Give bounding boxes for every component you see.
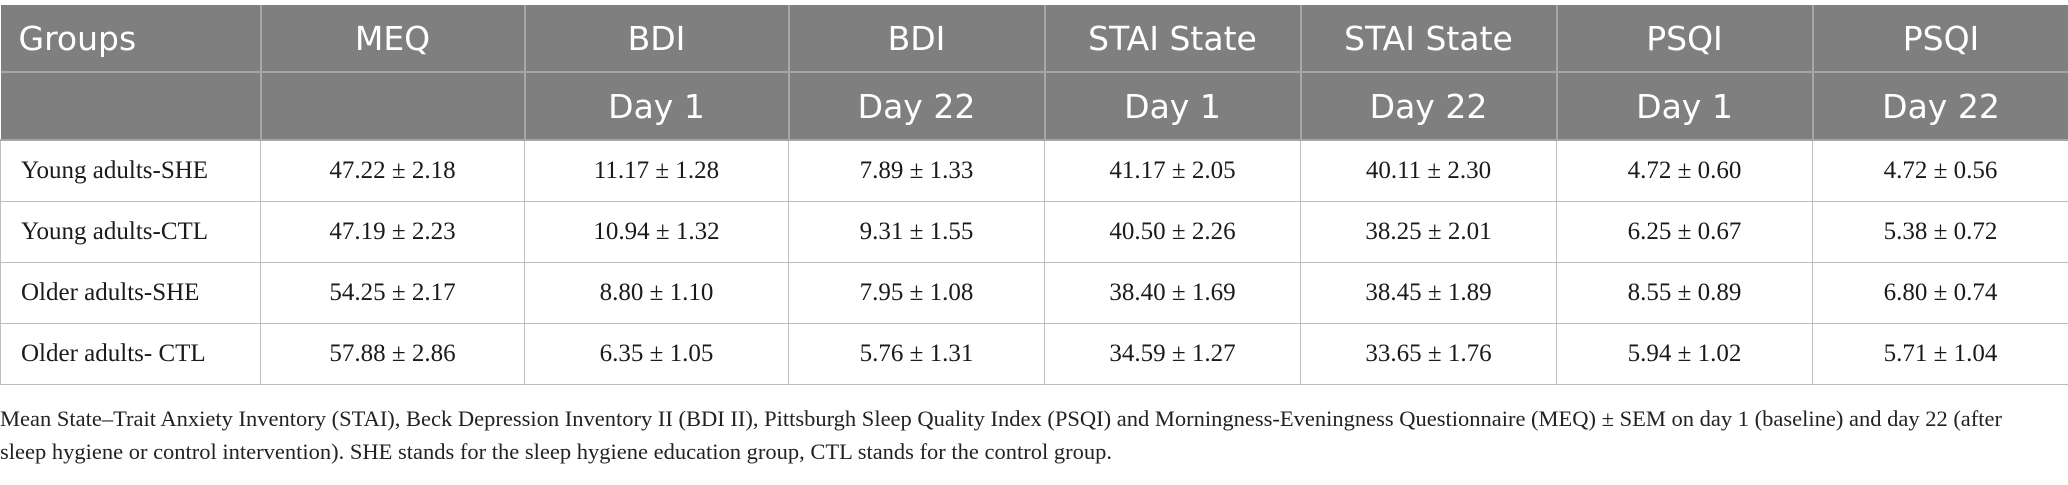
table-cell: 40.11 ± 2.30	[1300, 139, 1557, 202]
table-cell: 8.80 ± 1.10	[524, 262, 789, 324]
subheader-bdi-day1: Day 1	[523, 72, 789, 141]
table-cell: 4.72 ± 0.56	[1812, 139, 2068, 202]
table-cell: 10.94 ± 1.32	[524, 201, 789, 263]
table-row: Older adults-SHE 54.25 ± 2.17 8.80 ± 1.1…	[0, 262, 2068, 324]
subheader-stai-day22: Day 22	[1299, 72, 1557, 141]
table-cell: 57.88 ± 2.86	[260, 323, 525, 385]
header-row-1: Groups MEQ BDI BDI STAI State STAI State…	[0, 5, 2068, 73]
header-stai-22: STAI State	[1299, 5, 1557, 73]
table-cell: 7.95 ± 1.08	[788, 262, 1045, 324]
table-cell: 5.94 ± 1.02	[1556, 323, 1813, 385]
header-stai-1: STAI State	[1043, 5, 1301, 73]
table-row: Young adults-CTL 47.19 ± 2.23 10.94 ± 1.…	[0, 201, 2068, 263]
group-name-cell: Older adults- CTL	[0, 323, 261, 385]
table-cell: 38.45 ± 1.89	[1300, 262, 1557, 324]
table-cell: 47.19 ± 2.23	[260, 201, 525, 263]
table-cell: 9.31 ± 1.55	[788, 201, 1045, 263]
table-cell: 41.17 ± 2.05	[1044, 139, 1301, 202]
header-bdi-1: BDI	[523, 5, 789, 73]
group-name-cell: Young adults-SHE	[0, 139, 261, 202]
subheader-psqi-day22: Day 22	[1811, 72, 2068, 141]
table-caption: Mean State–Trait Anxiety Inventory (STAI…	[0, 406, 2003, 464]
table-cell: 38.25 ± 2.01	[1300, 201, 1557, 263]
table-cell: 34.59 ± 1.27	[1044, 323, 1301, 385]
table-cell: 6.80 ± 0.74	[1812, 262, 2068, 324]
table-cell: 38.40 ± 1.69	[1044, 262, 1301, 324]
header-row-2: Day 1 Day 22 Day 1 Day 22 Day 1 Day 22	[0, 72, 2068, 141]
subheader-meq	[259, 72, 525, 141]
table-cell: 54.25 ± 2.17	[260, 262, 525, 324]
table-cell: 6.35 ± 1.05	[524, 323, 789, 385]
header-psqi-1: PSQI	[1555, 5, 1813, 73]
subheader-bdi-day22: Day 22	[787, 72, 1045, 141]
table-cell: 5.76 ± 1.31	[788, 323, 1045, 385]
table-cell: 6.25 ± 0.67	[1556, 201, 1813, 263]
table-cell: 4.72 ± 0.60	[1556, 139, 1813, 202]
header-groups: Groups	[0, 5, 261, 73]
table-cell: 5.71 ± 1.04	[1812, 323, 2068, 385]
table-cell: 8.55 ± 0.89	[1556, 262, 1813, 324]
header-psqi-22: PSQI	[1811, 5, 2068, 73]
subheader-psqi-day1: Day 1	[1555, 72, 1813, 141]
data-table: Groups MEQ BDI BDI STAI State STAI State…	[0, 5, 2068, 385]
group-name-cell: Older adults-SHE	[0, 262, 261, 324]
subheader-stai-day1: Day 1	[1043, 72, 1301, 141]
header-bdi-22: BDI	[787, 5, 1045, 73]
table-cell: 40.50 ± 2.26	[1044, 201, 1301, 263]
table-cell: 11.17 ± 1.28	[524, 139, 789, 202]
table-cell: 7.89 ± 1.33	[788, 139, 1045, 202]
subheader-groups	[0, 72, 261, 141]
table-cell: 33.65 ± 1.76	[1300, 323, 1557, 385]
table-cell: 5.38 ± 0.72	[1812, 201, 2068, 263]
header-meq: MEQ	[259, 5, 525, 73]
table-row: Young adults-SHE 47.22 ± 2.18 11.17 ± 1.…	[0, 139, 2068, 202]
table-cell: 47.22 ± 2.18	[260, 139, 525, 202]
group-name-cell: Young adults-CTL	[0, 201, 261, 263]
table-row: Older adults- CTL 57.88 ± 2.86 6.35 ± 1.…	[0, 323, 2068, 385]
